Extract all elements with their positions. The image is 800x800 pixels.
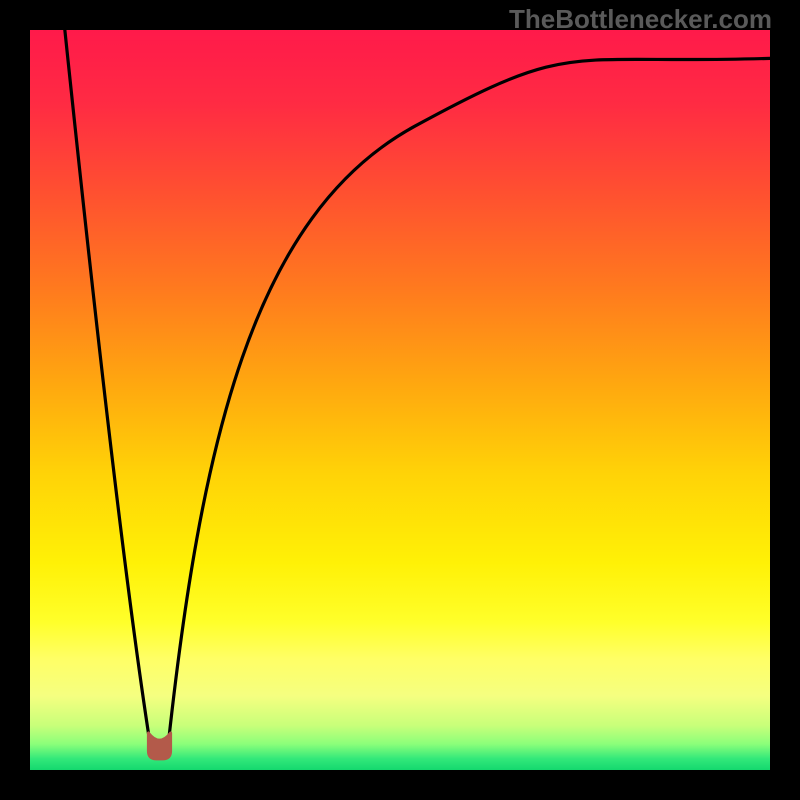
curve-left-branch (63, 30, 152, 757)
plot-area (30, 30, 770, 770)
curve-right-branch (167, 58, 770, 757)
watermark-text: TheBottlenecker.com (509, 4, 772, 35)
curve-notch-marker (148, 733, 170, 759)
curve-overlay (30, 30, 770, 770)
chart-container: TheBottlenecker.com (0, 0, 800, 800)
